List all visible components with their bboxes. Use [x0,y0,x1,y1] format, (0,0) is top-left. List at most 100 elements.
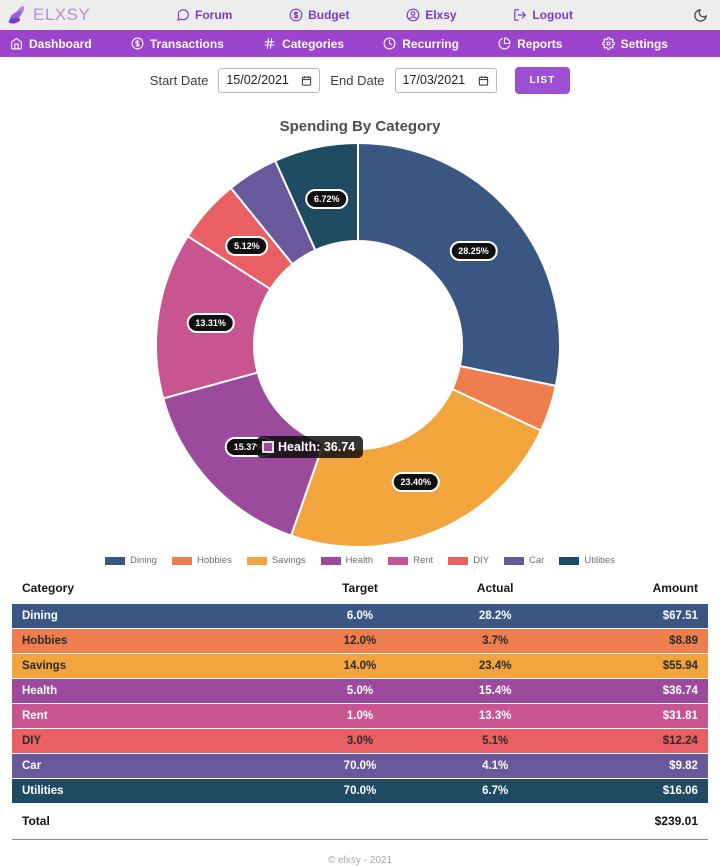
legend-swatch [320,556,341,565]
cell-amount: $9.82 [669,760,698,772]
hash-icon [264,38,275,49]
legend-item-health[interactable]: Health [320,555,373,566]
cell-category: Rent [22,710,48,722]
pct-label-rent: 13.31% [186,312,235,333]
cell-target: 12.0% [343,635,377,647]
header-target: Target [342,581,378,595]
cell-amount: $36.74 [662,685,698,697]
top-link-logout[interactable]: Logout [513,8,573,22]
dark-mode-toggle[interactable] [693,8,708,23]
table-row-dining: Dining 6.0% 28.2% $67.51 [12,604,708,628]
cell-category: Car [22,760,42,772]
legend-item-rent[interactable]: Rent [388,555,433,566]
legend-label: Savings [271,555,306,566]
calendar-icon[interactable] [301,75,312,86]
list-button[interactable]: LIST [514,66,571,94]
cell-target: 14.0% [343,660,377,672]
legend-swatch [171,556,192,565]
calendar-icon[interactable] [478,75,489,86]
chart-title: Spending By Category [279,118,441,135]
table-row-rent: Rent 1.0% 13.3% $31.81 [12,704,708,728]
legend-swatch [105,556,126,565]
legend-swatch [448,556,469,565]
header-amount: Amount [652,581,698,595]
brand-logo[interactable]: ELXSY [8,4,146,26]
top-link-label: Forum [195,8,233,22]
cell-category: DIY [22,735,42,747]
nav-item-reports[interactable]: Reports [498,37,562,51]
table-row-car: Car 70.0% 4.1% $9.82 [12,754,708,778]
cell-target: 5.0% [346,685,374,697]
nav-item-label: Recurring [402,36,459,51]
total-value: $239.01 [654,814,698,828]
nav-item-transactions[interactable]: Transactions [131,37,224,51]
cell-actual: 3.7% [482,635,509,647]
cell-target: 1.0% [346,710,374,722]
cell-target: 3.0% [346,735,374,747]
slice-dining[interactable] [357,141,561,388]
table-row-diy: DIY 3.0% 5.1% $12.24 [12,729,708,753]
cell-amount: $12.24 [662,735,698,747]
donut-svg [155,141,561,548]
gear-icon [601,37,615,50]
pct-label-savings: 23.40% [391,472,440,493]
cell-amount: $67.51 [662,610,698,622]
cell-category: Hobbies [22,635,68,647]
header-category: Category [22,581,75,595]
legend-label: Rent [413,555,434,566]
total-row: Total $239.01 [12,804,708,840]
home-icon [11,37,22,50]
nav-item-settings[interactable]: Settings [601,37,668,51]
legend-item-hobbies[interactable]: Hobbies [171,555,232,566]
legend-item-utilities[interactable]: Utilities [559,555,615,566]
top-links: Forum Budget Elxsy Logout [176,8,573,22]
legend-swatch [559,556,580,565]
legend-label: DIY [473,555,490,566]
clock-icon [383,37,396,50]
nav-item-categories[interactable]: Categories [263,37,344,51]
cell-target: 70.0% [343,785,377,797]
cell-actual: 6.7% [482,785,509,797]
chat-icon [177,9,189,21]
legend-item-diy[interactable]: DIY [448,555,489,566]
nav-item-recurring[interactable]: Recurring [383,37,459,51]
pct-label-dining: 28.25% [449,240,498,261]
legend-item-dining[interactable]: Dining [105,555,157,566]
chart-tooltip: Health: 36.74 [257,435,364,458]
cell-category: Health [22,685,58,697]
cell-category: Savings [22,660,67,672]
chart-legend: Dining Hobbies Savings Health Rent DIY Car Util… [0,555,720,566]
legend-item-car[interactable]: Car [504,555,544,566]
tooltip-text: Health: 36.74 [278,439,356,454]
user-circle-icon [406,8,420,22]
cell-actual: 13.3% [478,710,512,722]
cell-actual: 28.2% [478,610,512,622]
start-date-input[interactable]: 15/02/2021 [218,67,321,93]
table-row-utilities: Utilities 70.0% 6.7% $16.06 [12,779,708,803]
slice-savings[interactable] [289,387,543,548]
cell-amount: $55.94 [662,660,698,672]
table-row-savings: Savings 14.0% 23.4% $55.94 [12,654,708,678]
nav-item-dashboard[interactable]: Dashboard [10,37,92,51]
legend-item-savings[interactable]: Savings [246,555,306,566]
cell-amount: $31.81 [662,710,698,722]
nav-item-label: Reports [517,36,563,51]
cell-target: 6.0% [346,610,374,622]
end-date-input[interactable]: 17/03/2021 [394,67,497,93]
legend-swatch [504,556,525,565]
top-link-budget[interactable]: Budget [289,8,349,22]
cell-category: Dining [22,610,58,622]
cell-category: Utilities [22,785,64,797]
header-actual: Actual [476,581,514,595]
cell-amount: $8.89 [669,635,698,647]
dollar-circle-icon [131,37,144,50]
legend-label: Utilities [584,555,615,566]
top-link-forum[interactable]: Forum [176,8,232,22]
tooltip-color-swatch [262,440,275,453]
legend-swatch [388,556,409,565]
start-date-value: 15/02/2021 [226,73,289,87]
dollar-circle-icon [289,8,303,22]
cell-amount: $16.06 [662,785,698,797]
end-date-label: End Date [330,72,385,88]
top-link-elxsy[interactable]: Elxsy [406,8,457,22]
